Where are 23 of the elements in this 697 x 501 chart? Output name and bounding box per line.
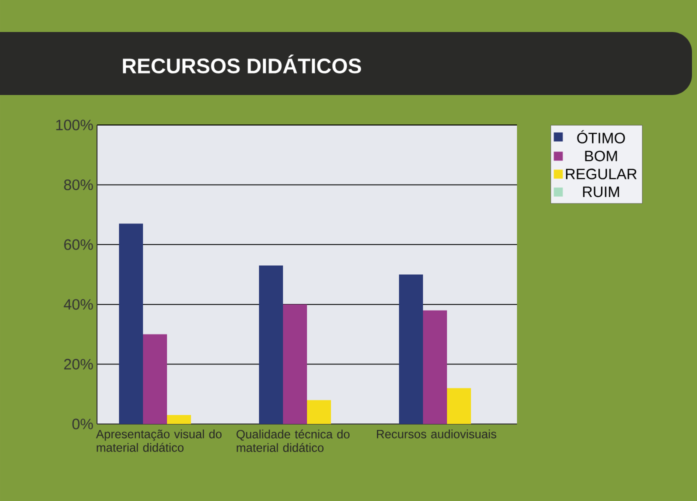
y-tick-label: 40% [64, 299, 93, 310]
x-tick-label: Apresentação visual do material didático [96, 430, 222, 452]
bar [423, 310, 447, 424]
chart-title: RECURSOS DIDÁTICOS [122, 54, 362, 74]
y-tick-label: 100% [56, 120, 93, 130]
y-tick-label: 60% [64, 239, 93, 250]
y-tick-label: 0% [72, 418, 93, 430]
y-tick-label: 80% [64, 179, 93, 190]
bar [167, 415, 192, 424]
x-tick-label: Recursos audiovisuais [376, 430, 496, 438]
bar [119, 224, 144, 424]
legend-label: RUIM [583, 186, 619, 198]
bar [446, 388, 471, 424]
bar [399, 274, 423, 424]
bar [259, 266, 284, 424]
legend-label: REGULAR [566, 168, 637, 180]
y-tick-label: 20% [64, 358, 93, 370]
bar [307, 400, 331, 424]
bar [283, 304, 307, 424]
bar [143, 334, 168, 424]
legend-label: ÓTIMO [577, 130, 625, 144]
x-tick-label: Qualidade técnica do material didático [236, 430, 350, 452]
legend-label: BOM [585, 150, 617, 162]
